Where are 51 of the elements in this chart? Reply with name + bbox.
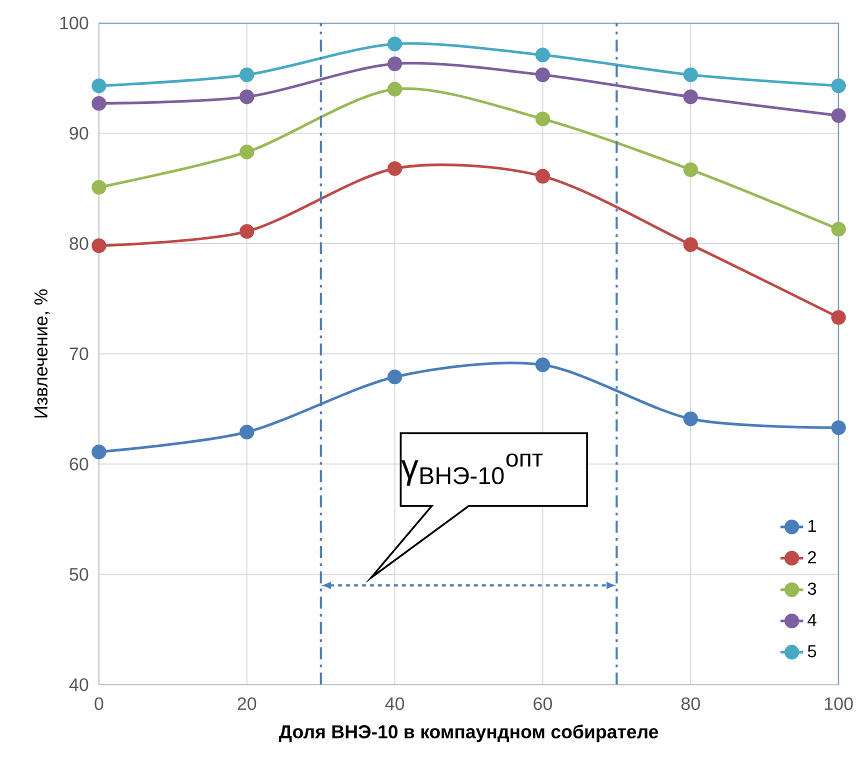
legend-label: 1 [808,520,816,532]
point [535,48,550,62]
y-tick-label: 90 [70,127,88,140]
point [240,144,254,160]
point [831,310,846,325]
point [387,36,402,52]
x-tick-label: 40 [385,698,404,710]
y-tick-label: 100 [60,16,88,30]
point [683,68,698,82]
point [535,358,550,372]
legend-label: 5 [808,645,816,658]
point [535,68,550,82]
point [240,90,254,104]
y-tick-label: 50 [70,568,88,581]
x-tick-label: 100 [824,698,853,710]
point [240,224,254,239]
point [831,222,846,237]
point [535,169,550,184]
point [92,180,106,195]
point [92,238,106,254]
y-tick-label: 70 [70,348,88,360]
x-tick-label: 60 [534,698,552,710]
point [387,161,402,176]
legend-label: 2 [808,551,816,564]
point [240,424,254,440]
point [92,78,106,94]
point [683,238,698,252]
point [92,444,106,460]
point [683,90,698,104]
y-tick-label: 80 [70,237,88,250]
point [387,56,402,72]
point [831,108,846,124]
point [387,82,402,97]
point [535,112,550,126]
legend-label: 4 [808,614,816,626]
x-tick-label: 80 [681,698,700,710]
point [240,68,254,82]
annotation: γ$_{ВНЭ-10}$опт [401,454,543,486]
y-tick-label: 60 [70,458,88,471]
point [92,96,106,112]
point [831,78,846,94]
legend-label: 3 [808,582,816,596]
y-axis-title: Извлечение, % [34,290,50,418]
x-axis-title: Доля ВНЭ-10 в компаундном собирателе [278,724,658,742]
x-tick-label: 20 [238,698,256,710]
point [831,420,846,436]
y-tick-label: 40 [69,678,88,692]
point [683,412,698,426]
point [683,162,698,178]
x-tick-label: 0 [94,698,104,710]
point [387,370,402,384]
